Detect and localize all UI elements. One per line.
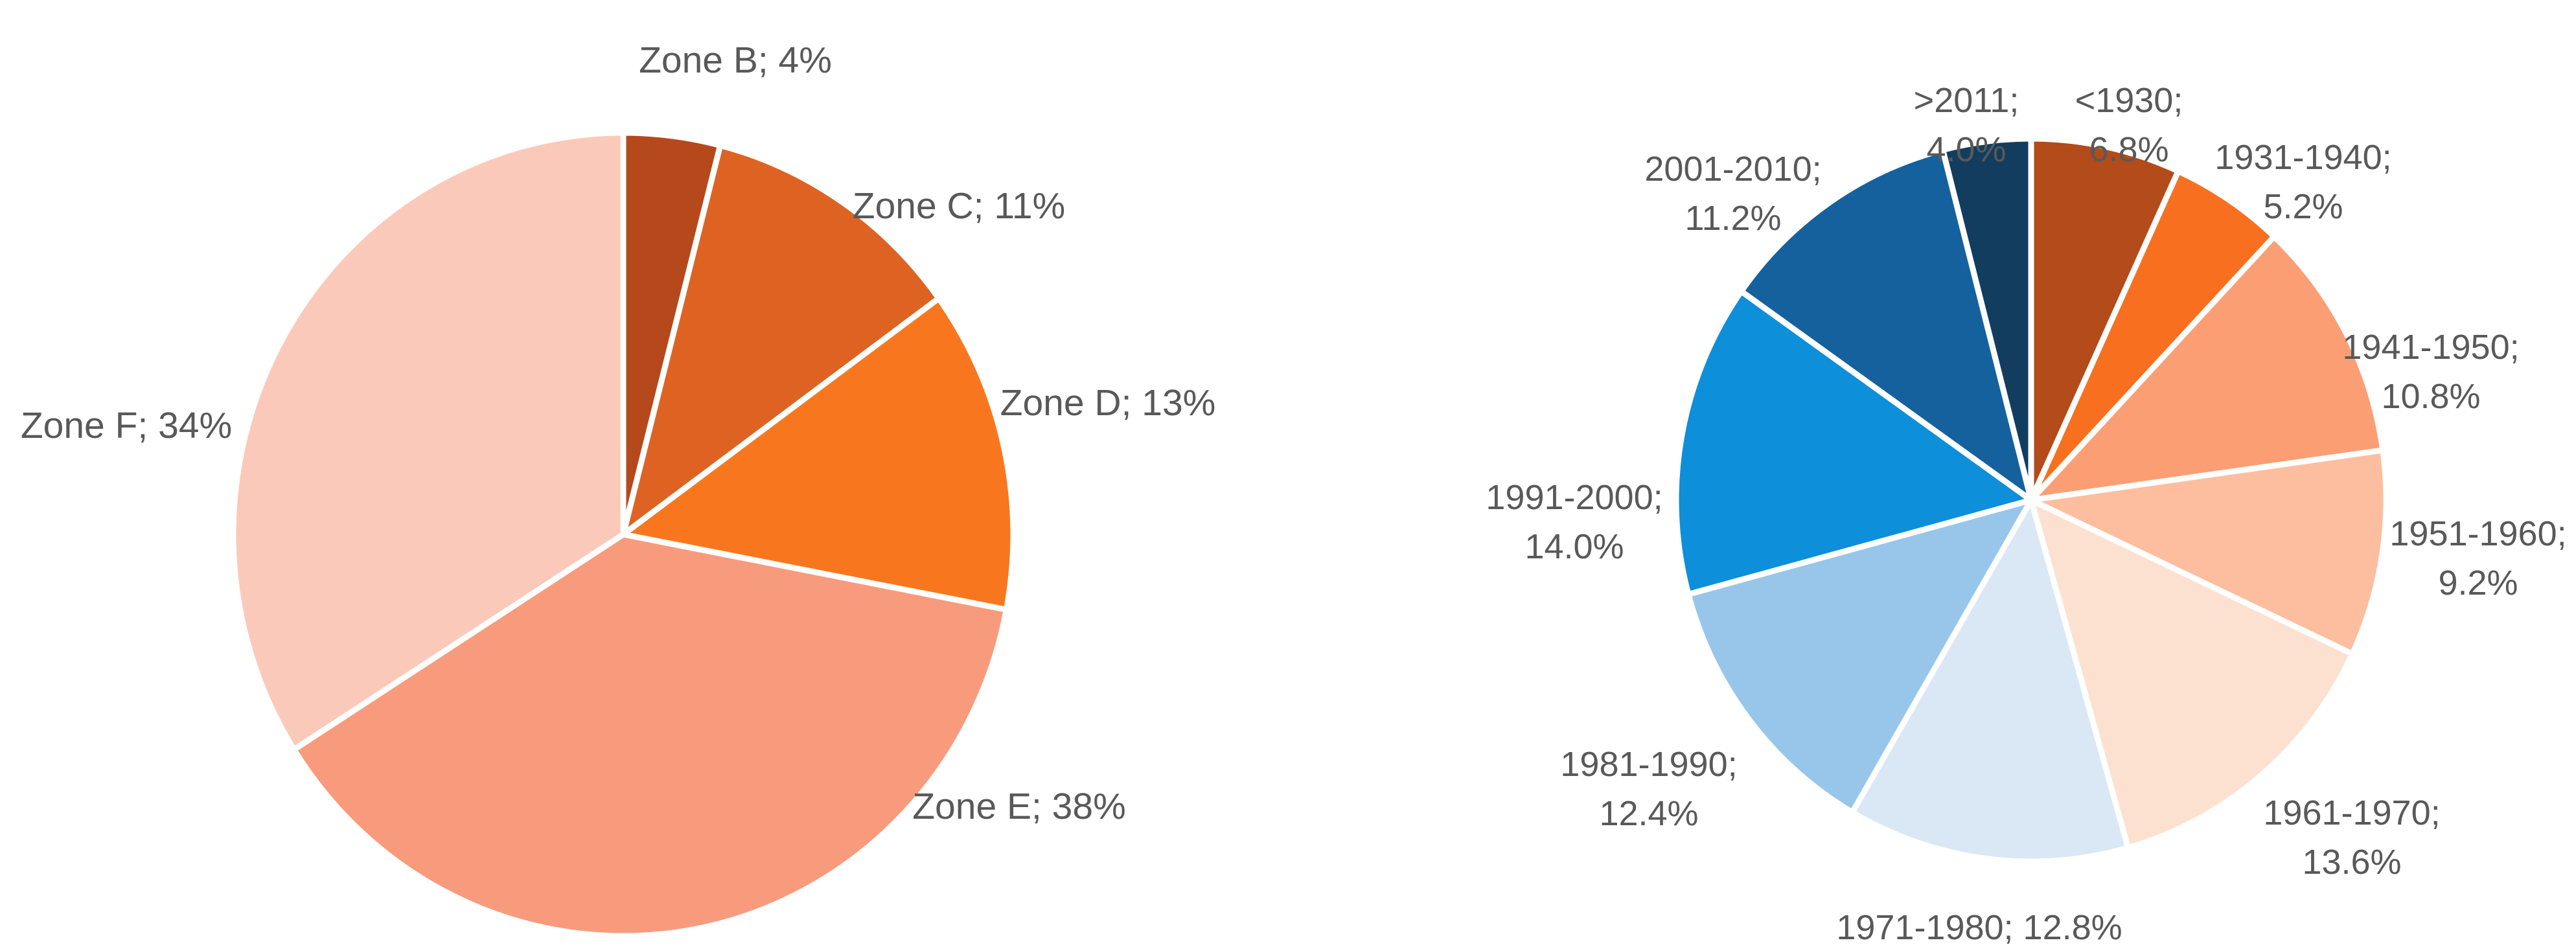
pie-label-gt2011: >2011; 4.0%: [1914, 81, 2019, 169]
pie-slice-1981-1990: [1685, 497, 2034, 816]
pie-label-1931-1940: 1931-1940; 5.2%: [2214, 138, 2391, 226]
pie-label-zone-f: Zone F; 34%: [21, 405, 232, 446]
pie-slice-1951-1960: [2028, 447, 2389, 657]
pie-label-1951-1960: 1951-1960; 9.2%: [2389, 514, 2566, 602]
pie-slice-1931-1940: [2028, 168, 2277, 503]
pie-label-1961-1970: 1961-1970; 13.6%: [2263, 793, 2440, 882]
pie-label-2001-2010: 2001-2010; 11.2%: [1644, 150, 1821, 238]
pie-slice-lt1930: [2028, 135, 2181, 503]
pie-slice-gt2011: [1940, 135, 2034, 503]
construction-decade-pie: <1930; 6.8% 1931-1940; 5.2% 1941-1950; 10.8% 1…: [1486, 81, 2566, 947]
pie-label-1941-1950: 1941-1950; 10.8%: [2342, 328, 2519, 416]
zones-share-pie: Zone B; 4% Zone C; 11% Zone D; 13% Zone E; …: [21, 40, 1216, 939]
pie-slice-zone-d: [620, 295, 1017, 613]
pie-label-zone-d: Zone D; 13%: [1000, 382, 1216, 424]
pie-slice-2001-2010: [1738, 147, 2034, 503]
pie-slice-1961-1970: [2028, 497, 2356, 851]
pie-label-1981-1990: 1981-1990; 12.4%: [1560, 745, 1737, 833]
pie-label-1971-1980: 1971-1980; 12.8%: [1836, 908, 2122, 947]
pie-label-1991-2000: 1991-2000; 14.0%: [1486, 478, 1662, 566]
pie-slice-1971-1980: [1849, 497, 2132, 865]
pie-label-zone-e: Zone E; 38%: [912, 786, 1126, 827]
pie-label-zone-b: Zone B; 4%: [639, 40, 832, 81]
pie-slice-1941-1950: [2028, 233, 2386, 503]
pie-label-lt1930: <1930; 6.8%: [2075, 81, 2183, 169]
pie-label-zone-c: Zone C; 11%: [853, 185, 1065, 227]
pie-slice-zone-f: [230, 130, 627, 753]
pie-slice-1991-2000: [1673, 288, 2034, 597]
pie-slice-zone-c: [620, 143, 942, 538]
